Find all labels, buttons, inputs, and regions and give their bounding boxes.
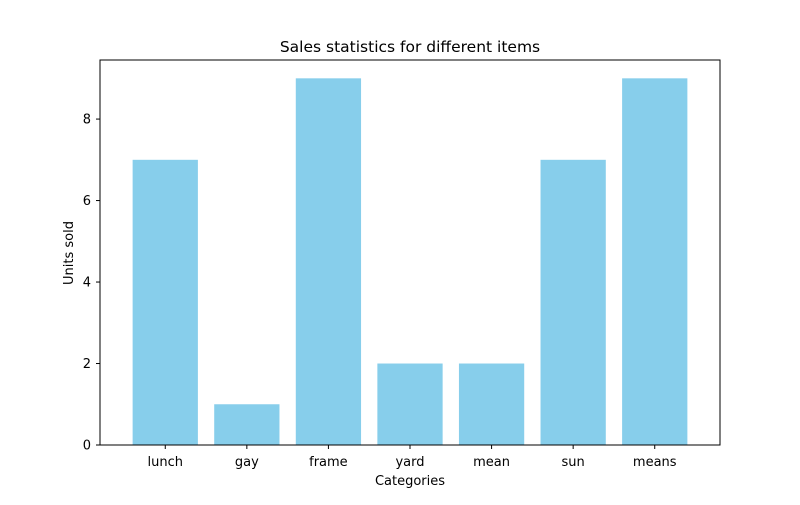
bar-gay [214,404,280,445]
y-tick-label: 2 [83,357,91,372]
y-tick-label: 4 [83,276,91,291]
x-tick-label: lunch [148,455,183,470]
y-tick-label: 0 [83,439,91,454]
bar-yard [377,363,443,445]
x-axis-label: Categories [375,474,445,489]
y-ticks-layer: 0 2 4 6 8 [83,113,100,454]
plot-frame [99,59,721,446]
bar-sun [540,159,606,445]
x-ticks-layer: lunch gay frame yard mean sun means [148,445,677,470]
bar-lunch [132,159,198,445]
x-tick-label: frame [309,455,348,470]
bar-mean [458,363,525,445]
x-tick-label: mean [473,455,510,470]
bar-frame [295,78,362,445]
y-axis-label: Units sold [62,221,77,285]
chart-title: Sales statistics for different items [280,38,540,56]
bar-means [622,78,688,445]
y-tick-label: 8 [83,113,91,128]
x-tick-label: sun [562,455,585,470]
y-tick-label: 6 [83,194,91,209]
bars-layer [132,78,688,445]
x-tick-label: yard [395,455,424,470]
x-tick-label: means [633,455,677,470]
x-tick-label: gay [235,455,259,470]
